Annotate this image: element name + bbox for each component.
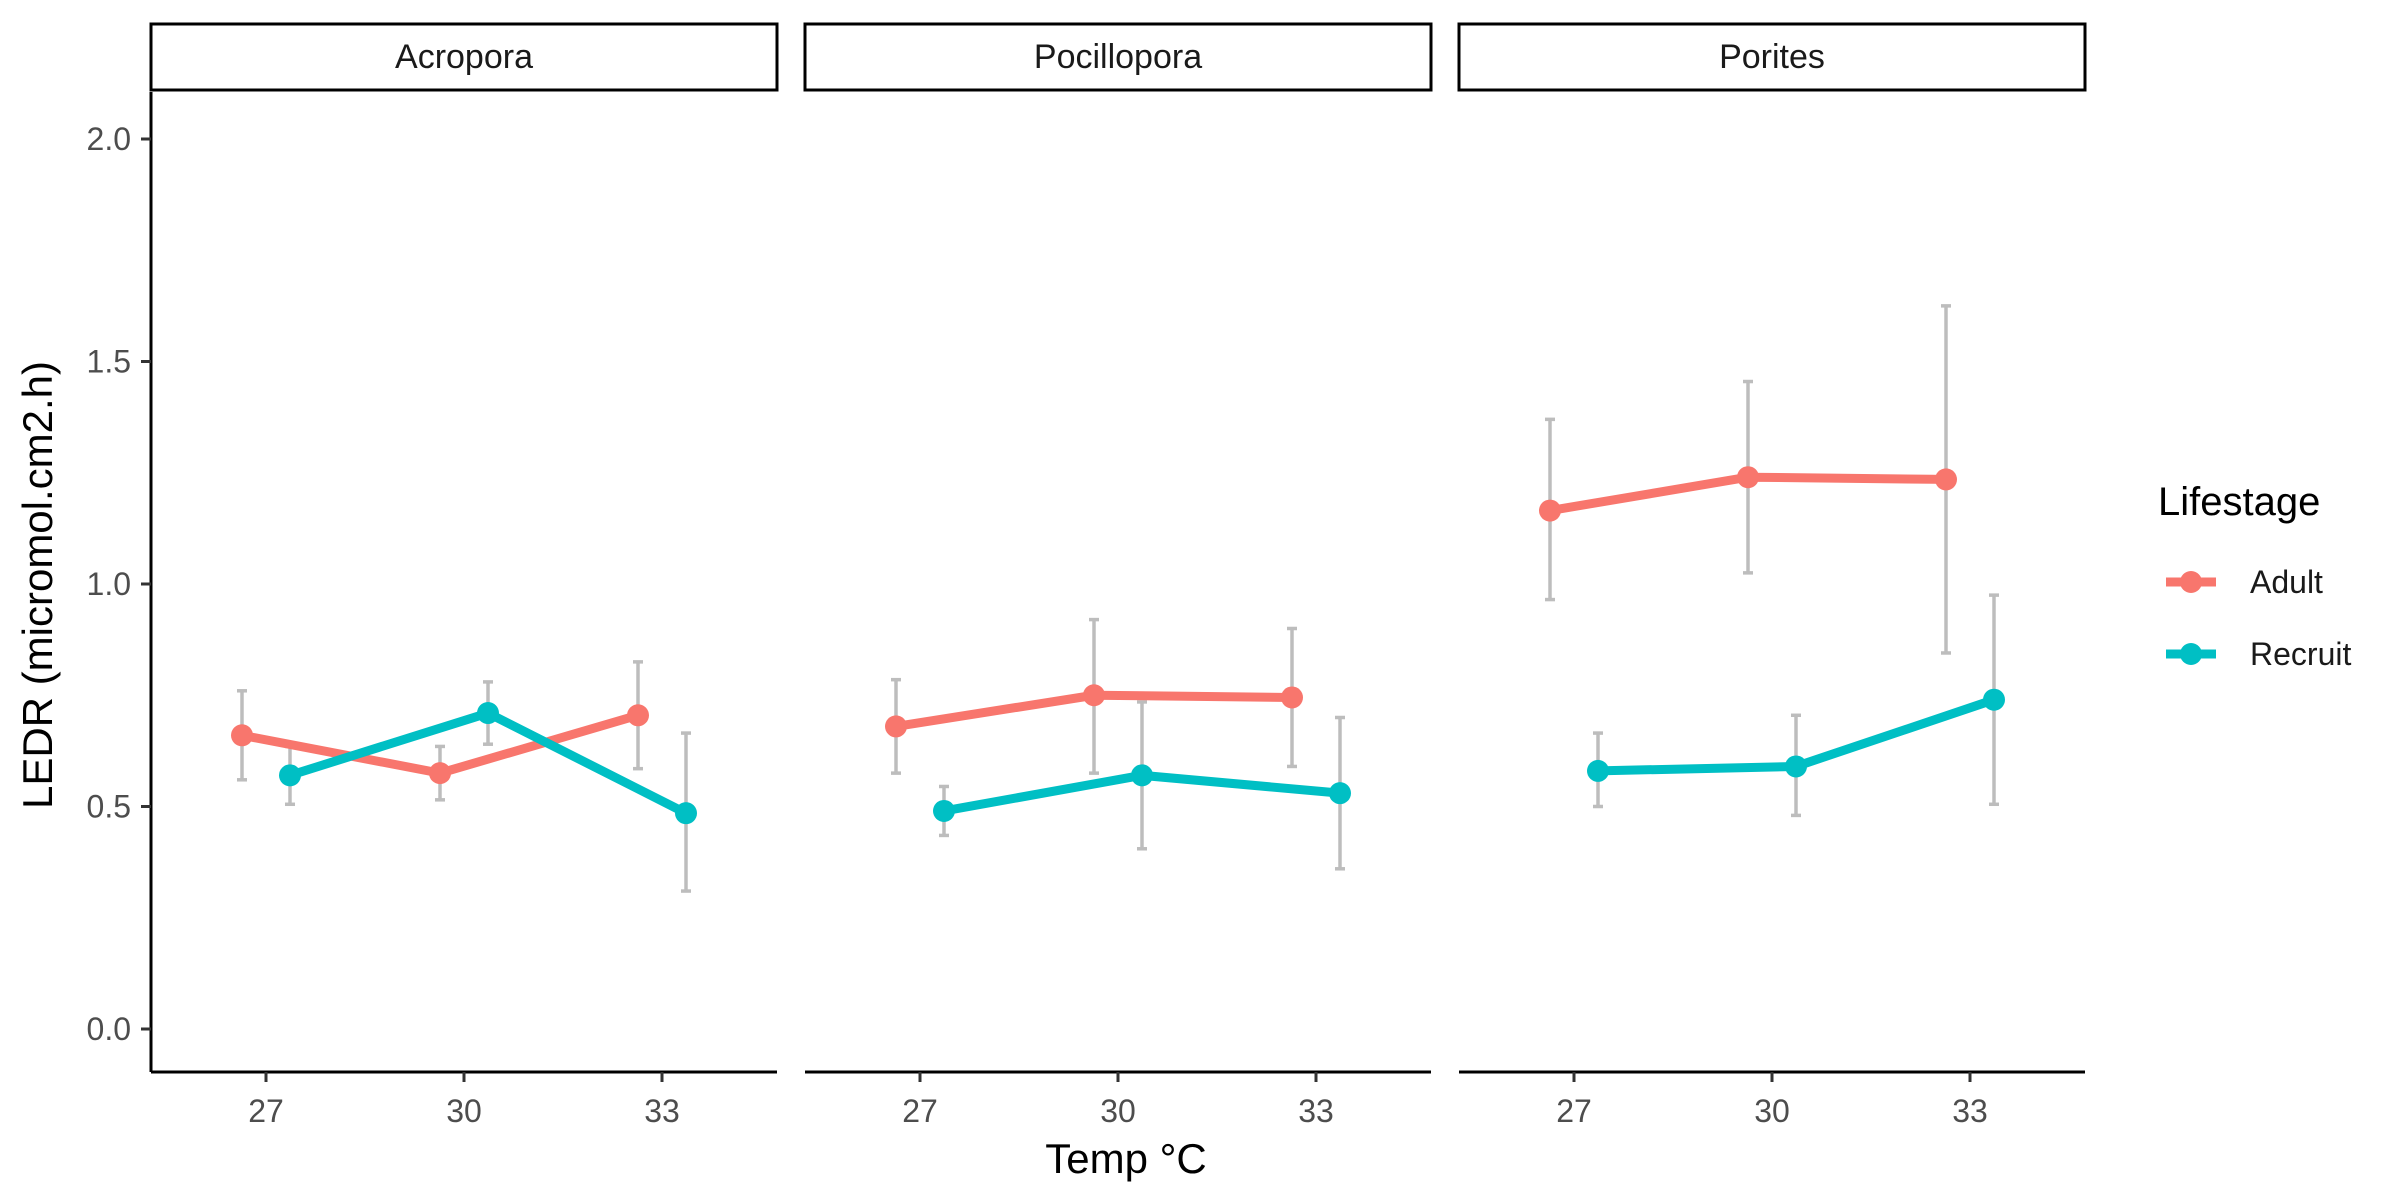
y-axis-title: LEDR (micromol.cm2.h) — [14, 361, 61, 809]
data-point-pocillopora-adult — [1083, 684, 1105, 707]
facet-strip-label: Acropora — [395, 38, 533, 76]
legend-label: Recruit — [2250, 636, 2351, 672]
x-tick-label: 27 — [1556, 1093, 1592, 1129]
data-point-porites-adult — [1737, 466, 1759, 489]
legend-entry-recruit: Recruit — [2166, 636, 2351, 672]
legend: Lifestage Adult Recruit — [2158, 480, 2351, 672]
legend-title: Lifestage — [2158, 480, 2320, 524]
series-points — [231, 466, 2005, 825]
y-axis: 0.0 0.5 1.0 1.5 2.0 — [87, 92, 153, 1072]
facet-strip — [1457, 22, 2087, 92]
data-point-pocillopora-adult — [1281, 686, 1303, 709]
data-point-acropora-recruit — [279, 764, 301, 787]
x-tick-label: 33 — [644, 1093, 680, 1129]
data-point-pocillopora-recruit — [1131, 764, 1153, 787]
x-tick-label: 30 — [446, 1093, 482, 1129]
facet-strip — [803, 22, 1433, 92]
data-point-pocillopora-adult — [885, 715, 907, 738]
legend-label: Adult — [2250, 564, 2323, 600]
facet-panel-pocillopora: Pocillopora 27 30 33 — [803, 22, 1433, 1129]
y-tick-label: 2.0 — [87, 121, 131, 157]
x-tick-label: 30 — [1754, 1093, 1790, 1129]
y-tick-label: 0.5 — [87, 789, 131, 825]
y-tick-label: 1.5 — [87, 344, 131, 380]
data-point-pocillopora-recruit — [933, 799, 955, 822]
data-point-acropora-adult — [627, 704, 649, 727]
data-point-porites-adult — [1539, 499, 1561, 522]
data-point-porites-adult — [1935, 468, 1957, 491]
data-point-porites-recruit — [1587, 759, 1609, 782]
chart-marks — [231, 304, 2005, 893]
data-point-acropora-recruit — [675, 802, 697, 825]
facet-panel-porites: Porites 27 30 33 — [1457, 22, 2087, 1129]
data-point-porites-recruit — [1983, 688, 2005, 711]
x-tick-label: 27 — [248, 1093, 284, 1129]
x-tick-label: 33 — [1952, 1093, 1988, 1129]
data-point-acropora-recruit — [477, 702, 499, 725]
facet-strip — [149, 22, 779, 92]
series-lines — [241, 472, 1996, 818]
x-tick-label: 30 — [1100, 1093, 1136, 1129]
facet-panel-acropora: Acropora 27 30 33 — [149, 22, 779, 1129]
x-tick-label: 33 — [1298, 1093, 1334, 1129]
y-tick-label: 1.0 — [87, 566, 131, 602]
data-point-acropora-adult — [231, 724, 253, 747]
legend-key-point — [2180, 643, 2202, 665]
data-point-porites-recruit — [1785, 755, 1807, 778]
facet-panels: Acropora 27 30 33 Pocillopora 27 30 33 Porites 27… — [87, 22, 2087, 1129]
facet-strip-label: Pocillopora — [1034, 38, 1202, 76]
legend-key-point — [2180, 571, 2202, 593]
facet-strip-label: Porites — [1719, 38, 1825, 76]
y-tick-label: 0.0 — [87, 1011, 131, 1047]
error-bars — [237, 304, 1999, 893]
x-axis-title: Temp °C — [1045, 1135, 1207, 1182]
data-point-pocillopora-recruit — [1329, 782, 1351, 805]
legend-entry-adult: Adult — [2166, 564, 2323, 600]
data-point-acropora-adult — [429, 762, 451, 785]
x-tick-label: 27 — [902, 1093, 938, 1129]
